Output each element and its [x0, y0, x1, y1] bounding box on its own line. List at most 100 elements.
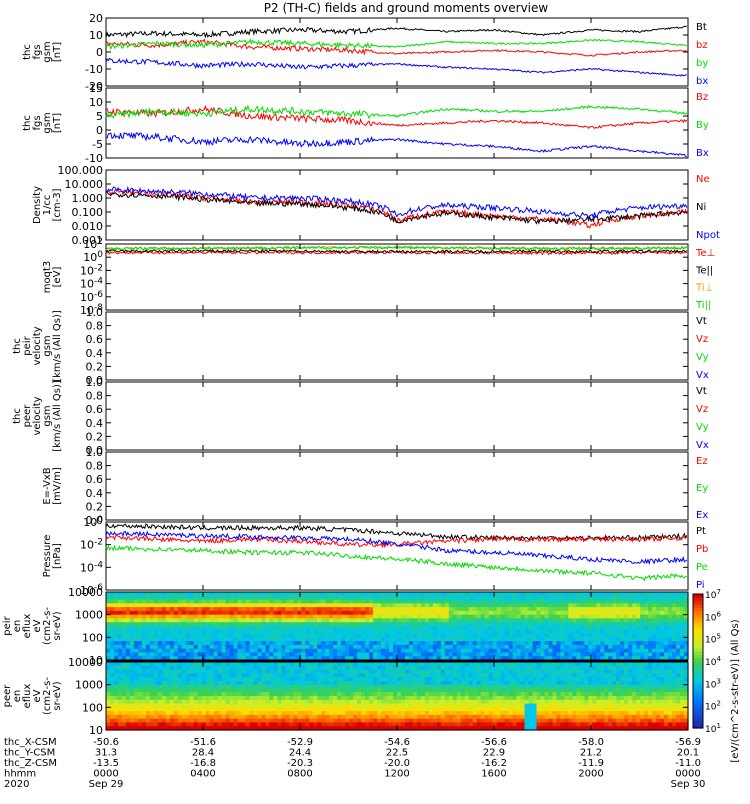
heatmap-cell — [162, 711, 167, 715]
heatmap-cell — [425, 707, 430, 711]
heatmap-cell — [481, 677, 486, 681]
heatmap-cell — [122, 700, 127, 704]
legend-entry: Pe — [696, 562, 708, 573]
heatmap-cell — [533, 645, 538, 649]
heatmap-cell — [301, 596, 306, 600]
heatmap-cell — [345, 596, 350, 600]
heatmap-cell — [664, 645, 669, 649]
heatmap-cell — [126, 681, 131, 685]
heatmap-cell — [341, 618, 346, 622]
heatmap-cell — [445, 641, 450, 645]
heatmap-cell — [254, 611, 259, 615]
heatmap-cell — [170, 637, 175, 641]
heatmap-cell — [377, 700, 382, 704]
heatmap-cell — [560, 626, 565, 630]
heatmap-cell — [262, 711, 267, 715]
heatmap-cell — [385, 611, 390, 615]
heatmap-cell — [385, 626, 390, 630]
heatmap-cell — [357, 630, 362, 634]
heatmap-cell — [433, 611, 438, 615]
heatmap-cell — [226, 700, 231, 704]
heatmap-cell — [305, 715, 310, 719]
heatmap-cell — [230, 645, 235, 649]
heatmap-cell — [397, 652, 402, 656]
heatmap-cell — [457, 622, 462, 626]
heatmap-cell — [604, 592, 609, 596]
heatmap-cell — [114, 715, 119, 719]
heatmap-cell — [202, 641, 207, 645]
heatmap-cell — [373, 611, 378, 615]
heatmap-cell — [425, 641, 430, 645]
y-tick-label: -5 — [92, 138, 103, 151]
heatmap-cell — [325, 630, 330, 634]
heatmap-cell — [441, 607, 446, 611]
heatmap-cell — [529, 637, 534, 641]
panel-frame — [106, 170, 688, 240]
heatmap-cell — [317, 688, 322, 692]
heatmap-cell — [568, 630, 573, 634]
heatmap-cell — [273, 662, 278, 666]
heatmap-cell — [126, 707, 131, 711]
heatmap-cell — [166, 630, 171, 634]
heatmap-cell — [329, 662, 334, 666]
heatmap-cell — [134, 618, 139, 622]
heatmap-cell — [648, 603, 653, 607]
heatmap-cell — [489, 637, 494, 641]
legend-entry: Vy — [696, 352, 709, 363]
legend-entry: Pb — [696, 544, 708, 555]
heatmap-cell — [333, 722, 338, 726]
heatmap-cell — [505, 645, 510, 649]
heatmap-cell — [369, 715, 374, 719]
heatmap-cell — [640, 641, 645, 645]
heatmap-cell — [413, 707, 418, 711]
heatmap-cell — [317, 611, 322, 615]
heatmap-cell — [138, 711, 143, 715]
heatmap-cell — [361, 711, 366, 715]
heatmap-cell — [572, 592, 577, 596]
heatmap-cell — [357, 711, 362, 715]
heatmap-cell — [385, 692, 390, 696]
series-line — [106, 106, 687, 128]
heatmap-cell — [281, 637, 286, 641]
heatmap-cell — [154, 722, 159, 726]
heatmap-cell — [317, 626, 322, 630]
heatmap-cell — [349, 662, 354, 666]
heatmap-cell — [457, 681, 462, 685]
heatmap-cell — [277, 645, 282, 649]
heatmap-cell — [122, 630, 127, 634]
heatmap-cell — [254, 630, 259, 634]
heatmap-cell — [301, 592, 306, 596]
heatmap-cell — [413, 700, 418, 704]
heatmap-cell — [389, 722, 394, 726]
heatmap-cell — [333, 622, 338, 626]
heatmap-cell — [545, 630, 550, 634]
heatmap-cell — [166, 652, 171, 656]
legend-entry: bz — [696, 40, 708, 51]
heatmap-cell — [377, 607, 382, 611]
heatmap-cell — [349, 707, 354, 711]
heatmap-cell — [533, 700, 538, 704]
y-tick-label: 1000 — [75, 609, 103, 622]
heatmap-cell — [529, 696, 534, 700]
heatmap-cell — [421, 618, 426, 622]
heatmap-cell — [269, 607, 274, 611]
heatmap-cell — [485, 622, 490, 626]
heatmap-cell — [258, 666, 263, 670]
heatmap-cell — [226, 688, 231, 692]
heatmap-cell — [246, 596, 251, 600]
heatmap-cell — [349, 673, 354, 677]
heatmap-cell — [269, 707, 274, 711]
heatmap-cell — [194, 662, 199, 666]
heatmap-cell — [285, 707, 290, 711]
heatmap-cell — [401, 681, 406, 685]
heatmap-cell — [349, 711, 354, 715]
heatmap-cell — [345, 696, 350, 700]
heatmap-cell — [397, 618, 402, 622]
heatmap-cell — [317, 596, 322, 600]
heatmap-cell — [640, 618, 645, 622]
heatmap-cell — [461, 618, 466, 622]
legend-entry: Vy — [696, 422, 709, 433]
heatmap-cell — [138, 645, 143, 649]
heatmap-cell — [194, 618, 199, 622]
heatmap-cell — [130, 711, 135, 715]
